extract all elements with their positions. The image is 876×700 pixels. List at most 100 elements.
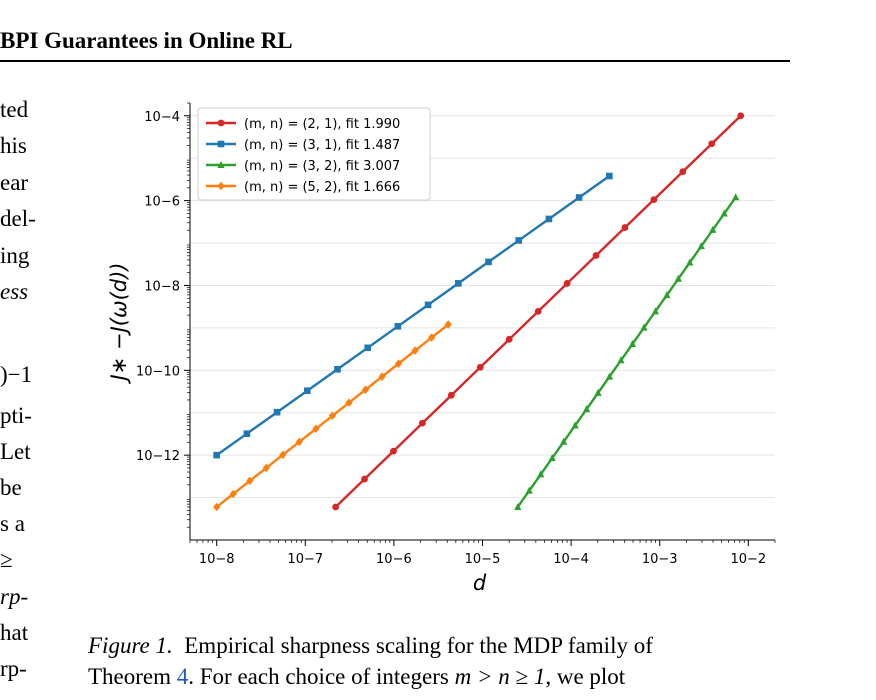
data-point xyxy=(560,437,568,445)
x-tick-label: 10−3 xyxy=(642,552,678,567)
data-point xyxy=(243,430,251,437)
data-point xyxy=(697,242,705,250)
data-point xyxy=(419,419,426,427)
left-fragment: ≥ xyxy=(0,547,13,572)
y-tick-label: 10−4 xyxy=(144,110,180,125)
data-point xyxy=(411,346,419,355)
left-fragment: be xyxy=(0,475,22,500)
data-point xyxy=(390,447,397,455)
sharpness-scaling-chart: 10−8 10−7 10−6 10−5 10−4 10−3 10−2 10−12 10−10 10… xyxy=(107,102,776,595)
data-point xyxy=(217,119,225,127)
theorem-link[interactable]: 4 xyxy=(176,664,189,689)
data-point xyxy=(709,225,717,233)
y-tick-label: 10−10 xyxy=(136,364,180,379)
data-point xyxy=(361,475,368,483)
data-point xyxy=(582,405,591,413)
data-point xyxy=(534,307,542,315)
data-point xyxy=(394,359,403,368)
data-point xyxy=(229,489,237,499)
caption-text: Empirical sharpness scaling for the MDP … xyxy=(184,633,653,658)
caption-text: , we plot xyxy=(545,664,626,689)
left-fragment: ing xyxy=(0,243,30,268)
data-point xyxy=(303,387,311,395)
data-point xyxy=(378,372,386,381)
x-tick-label: 10−2 xyxy=(730,552,766,567)
data-point xyxy=(394,323,402,330)
left-fragment: )−1 xyxy=(0,362,33,387)
data-point xyxy=(345,398,353,408)
left-fragment: s a xyxy=(0,511,25,536)
x-tick-label: 10−4 xyxy=(553,552,589,567)
left-fragment: del- xyxy=(0,206,36,231)
data-point xyxy=(606,172,613,180)
y-tick-label: 10−12 xyxy=(136,449,180,464)
data-point xyxy=(708,140,716,148)
x-tick-label: 10−5 xyxy=(465,552,501,567)
caption-text: Theorem xyxy=(88,664,177,689)
x-tick-label: 10−6 xyxy=(376,552,412,567)
data-point xyxy=(732,193,740,201)
data-point xyxy=(217,140,225,148)
data-point xyxy=(476,363,484,371)
y-axis-label: J∗ −J(ω(d)) xyxy=(107,263,131,385)
data-point xyxy=(332,503,340,511)
data-point xyxy=(273,408,281,416)
data-point xyxy=(428,333,436,342)
caption-label: Figure 1. xyxy=(88,633,173,658)
data-point xyxy=(650,196,658,204)
header-rule xyxy=(0,60,790,62)
caption-line-1: Figure 1. Empirical sharpness scaling fo… xyxy=(88,630,793,661)
x-tick-label: 10−8 xyxy=(199,552,235,567)
data-point xyxy=(514,502,522,510)
caption-line-2: Theorem 4. For each choice of integers m… xyxy=(88,661,793,692)
left-fragment: Let xyxy=(0,439,31,464)
left-fragment: rp- xyxy=(0,656,27,681)
data-point xyxy=(334,365,341,373)
page-header: BPI Guarantees in Online RL xyxy=(0,28,293,53)
data-point xyxy=(455,280,462,287)
data-point xyxy=(328,411,337,421)
data-point xyxy=(605,372,614,380)
legend-label: (m, n) = (2, 1), fit 1.990 xyxy=(244,117,400,132)
data-point xyxy=(571,421,579,429)
left-fragment: rp- xyxy=(0,584,29,609)
left-fragment: ess xyxy=(0,279,29,304)
data-point xyxy=(537,470,545,478)
legend-label: (m, n) = (5, 2), fit 1.666 xyxy=(244,180,400,195)
data-point xyxy=(505,335,513,343)
data-point xyxy=(617,356,625,364)
data-point xyxy=(213,451,220,459)
data-point xyxy=(312,424,320,434)
data-point xyxy=(515,237,523,244)
data-point xyxy=(651,307,659,315)
figure-caption: Figure 1. Empirical sharpness scaling fo… xyxy=(88,630,793,692)
series-line xyxy=(215,175,611,457)
data-point xyxy=(444,320,452,329)
data-point xyxy=(485,258,492,266)
data-point xyxy=(217,181,225,191)
y-tick-label: 10−8 xyxy=(144,279,180,294)
data-point xyxy=(720,209,728,217)
left-fragment: hat xyxy=(0,620,29,645)
caption-math: m > n ≥ 1 xyxy=(454,664,546,689)
data-point xyxy=(424,301,432,309)
data-point xyxy=(628,339,637,347)
data-point xyxy=(686,258,694,266)
left-fragment: ear xyxy=(0,170,29,195)
data-point xyxy=(246,476,254,486)
data-point xyxy=(621,224,629,231)
data-point xyxy=(663,291,671,299)
data-point xyxy=(679,168,687,176)
data-point xyxy=(592,252,600,259)
data-point xyxy=(640,323,648,331)
data-point xyxy=(563,280,571,287)
caption-text: . For each choice of integers xyxy=(188,664,455,689)
legend-label: (m, n) = (3, 1), fit 1.487 xyxy=(244,138,400,153)
x-tick-label: 10−7 xyxy=(287,552,323,567)
data-point xyxy=(737,112,745,120)
data-point xyxy=(364,344,371,352)
y-tick-label: 10−6 xyxy=(144,195,180,210)
data-point xyxy=(217,161,225,168)
legend-label: (m, n) = (3, 2), fit 3.007 xyxy=(244,159,400,174)
left-fragment: ted xyxy=(0,97,29,122)
